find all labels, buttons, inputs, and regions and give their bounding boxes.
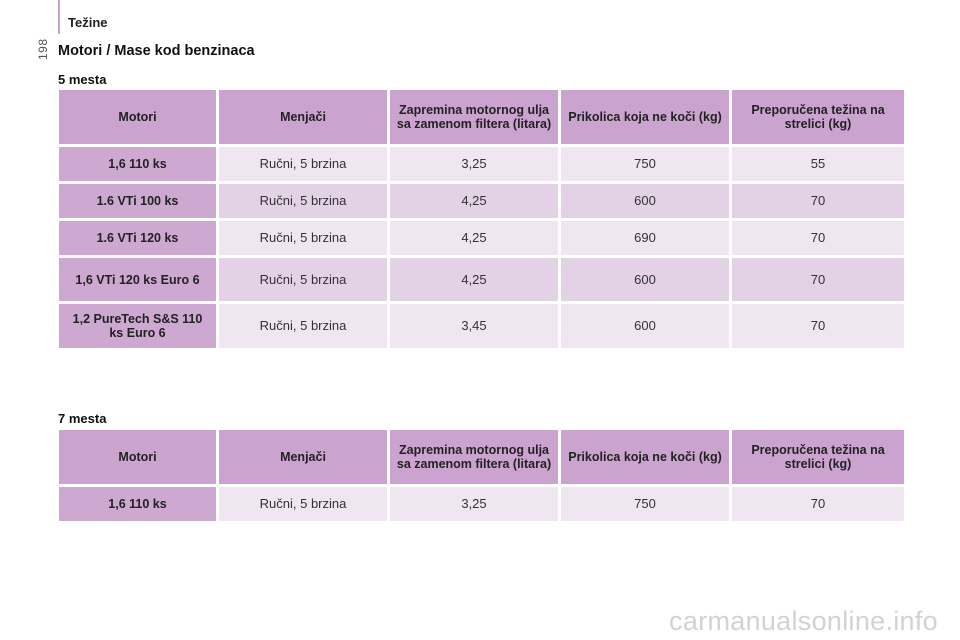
column-header-nose-weight: Preporučena težina na strelici (kg)	[732, 90, 904, 144]
header-title: Težine	[68, 15, 108, 30]
column-header-oil-volume: Zapremina motornog ulja sa zamenom filte…	[390, 90, 558, 144]
nose-weight-cell: 55	[732, 147, 904, 181]
oil-volume-cell: 3,25	[390, 147, 558, 181]
nose-weight-cell: 70	[732, 184, 904, 218]
motor-cell: 1,6 110 ks	[59, 147, 216, 181]
trailer-weight-cell: 600	[561, 258, 729, 301]
table-row: 1,6 110 ks Ručni, 5 brzina 3,25 750 55	[59, 147, 904, 181]
oil-volume-cell: 3,45	[390, 304, 558, 348]
motor-cell: 1,6 VTi 120 ks Euro 6	[59, 258, 216, 301]
gearbox-cell: Ručni, 5 brzina	[219, 147, 387, 181]
column-header-motori: Motori	[59, 430, 216, 484]
oil-volume-cell: 3,25	[390, 487, 558, 521]
table-header-row: Motori Menjači Zapremina motornog ulja s…	[59, 90, 904, 144]
section-label-5-seats: 5 mesta	[58, 72, 107, 87]
motor-cell: 1,2 PureTech S&S 110 ks Euro 6	[59, 304, 216, 348]
trailer-weight-cell: 750	[561, 147, 729, 181]
column-header-menjaci: Menjači	[219, 90, 387, 144]
gearbox-cell: Ručni, 5 brzina	[219, 221, 387, 255]
trailer-weight-cell: 750	[561, 487, 729, 521]
oil-volume-cell: 4,25	[390, 221, 558, 255]
nose-weight-cell: 70	[732, 487, 904, 521]
column-header-nose-weight: Preporučena težina na strelici (kg)	[732, 430, 904, 484]
nose-weight-cell: 70	[732, 221, 904, 255]
watermark-text: carmanualsonline.info	[669, 606, 938, 636]
motor-cell: 1,6 110 ks	[59, 487, 216, 521]
table-row: 1,2 PureTech S&S 110 ks Euro 6 Ručni, 5 …	[59, 304, 904, 348]
motor-cell: 1.6 VTi 120 ks	[59, 221, 216, 255]
column-header-oil-volume: Zapremina motornog ulja sa zamenom filte…	[390, 430, 558, 484]
table-row: 1,6 VTi 120 ks Euro 6 Ručni, 5 brzina 4,…	[59, 258, 904, 301]
motor-cell: 1.6 VTi 100 ks	[59, 184, 216, 218]
oil-volume-cell: 4,25	[390, 258, 558, 301]
column-header-menjaci: Menjači	[219, 430, 387, 484]
gearbox-cell: Ručni, 5 brzina	[219, 487, 387, 521]
column-header-motori: Motori	[59, 90, 216, 144]
weights-table-5-seats: Motori Menjači Zapremina motornog ulja s…	[56, 87, 907, 351]
weights-table-7-seats: Motori Menjači Zapremina motornog ulja s…	[56, 427, 907, 524]
trailer-weight-cell: 600	[561, 304, 729, 348]
page-title: Motori / Mase kod benzinaca	[58, 43, 255, 59]
side-accent-bar	[58, 0, 60, 34]
table-row: 1.6 VTi 120 ks Ručni, 5 brzina 4,25 690 …	[59, 221, 904, 255]
oil-volume-cell: 4,25	[390, 184, 558, 218]
table-header-row: Motori Menjači Zapremina motornog ulja s…	[59, 430, 904, 484]
gearbox-cell: Ručni, 5 brzina	[219, 304, 387, 348]
gearbox-cell: Ručni, 5 brzina	[219, 258, 387, 301]
section-label-7-seats: 7 mesta	[58, 411, 107, 426]
trailer-weight-cell: 690	[561, 221, 729, 255]
column-header-unbraked-trailer: Prikolica koja ne koči (kg)	[561, 90, 729, 144]
page-number: 198	[36, 38, 50, 60]
nose-weight-cell: 70	[732, 304, 904, 348]
table-row: 1,6 110 ks Ručni, 5 brzina 3,25 750 70	[59, 487, 904, 521]
table-row: 1.6 VTi 100 ks Ručni, 5 brzina 4,25 600 …	[59, 184, 904, 218]
column-header-unbraked-trailer: Prikolica koja ne koči (kg)	[561, 430, 729, 484]
gearbox-cell: Ručni, 5 brzina	[219, 184, 387, 218]
trailer-weight-cell: 600	[561, 184, 729, 218]
nose-weight-cell: 70	[732, 258, 904, 301]
